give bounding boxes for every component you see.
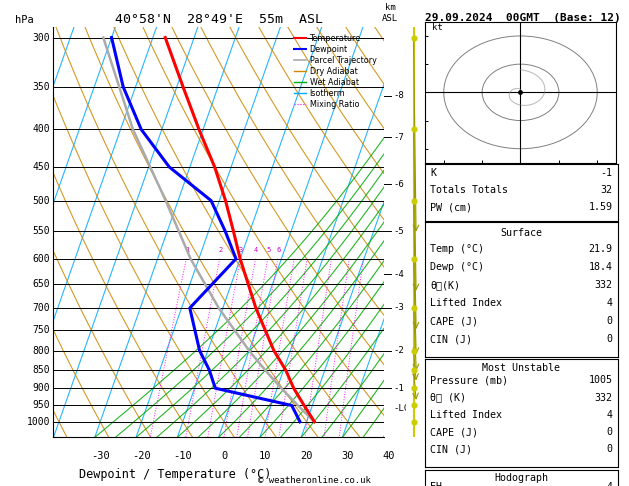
Text: -6: -6 [394,180,404,189]
Text: EH: EH [430,482,442,486]
Text: 300: 300 [33,33,50,43]
Text: 5: 5 [266,247,270,253]
Text: 1.59: 1.59 [589,202,613,212]
Text: 1: 1 [185,247,189,253]
Text: 800: 800 [33,346,50,356]
Text: -2: -2 [394,346,404,355]
Text: 700: 700 [33,303,50,313]
Text: 350: 350 [33,82,50,92]
Text: Pressure (mb): Pressure (mb) [430,375,508,385]
Text: Lifted Index: Lifted Index [430,410,503,420]
Text: Dewp (°C): Dewp (°C) [430,262,484,272]
Text: 950: 950 [33,400,50,411]
Text: Hodograph: Hodograph [494,473,548,484]
Text: -3: -3 [394,303,404,312]
Text: θᴇ(K): θᴇ(K) [430,280,460,290]
Text: 400: 400 [33,124,50,134]
Text: 550: 550 [33,226,50,236]
Text: CIN (J): CIN (J) [430,444,472,454]
Text: 1005: 1005 [589,375,613,385]
Text: 4: 4 [606,298,613,308]
Text: 500: 500 [33,195,50,206]
Text: 21.9: 21.9 [589,244,613,254]
Text: -1: -1 [601,168,613,178]
Text: 600: 600 [33,254,50,264]
Text: CIN (J): CIN (J) [430,334,472,344]
Text: PW (cm): PW (cm) [430,202,472,212]
Text: 0: 0 [606,427,613,437]
Text: 30: 30 [342,451,354,461]
Text: 2: 2 [218,247,222,253]
Text: km
ASL: km ASL [382,3,398,23]
Text: 332: 332 [594,280,613,290]
Text: 900: 900 [33,383,50,393]
Text: 4: 4 [606,482,613,486]
Text: 18.4: 18.4 [589,262,613,272]
Text: 850: 850 [33,365,50,375]
Text: © weatheronline.co.uk: © weatheronline.co.uk [258,475,371,485]
Text: Dewpoint / Temperature (°C): Dewpoint / Temperature (°C) [79,468,272,481]
Text: 29.09.2024  00GMT  (Base: 12): 29.09.2024 00GMT (Base: 12) [425,13,620,23]
Text: -4: -4 [394,270,404,279]
Text: 40: 40 [383,451,396,461]
Text: -LCL: -LCL [394,404,415,413]
Text: Temp (°C): Temp (°C) [430,244,484,254]
Text: 0: 0 [606,444,613,454]
Text: 0: 0 [606,334,613,344]
Text: 32: 32 [601,185,613,195]
Text: 10: 10 [259,451,272,461]
Text: θᴇ (K): θᴇ (K) [430,393,466,402]
Text: 3: 3 [239,247,243,253]
Text: K: K [430,168,437,178]
Text: 4: 4 [606,410,613,420]
Text: -8: -8 [394,91,404,100]
Text: 0: 0 [606,316,613,326]
Text: 4: 4 [254,247,258,253]
Text: 750: 750 [33,325,50,335]
Text: 650: 650 [33,279,50,289]
Text: Totals Totals: Totals Totals [430,185,508,195]
Text: -5: -5 [394,226,404,236]
Text: 20: 20 [301,451,313,461]
Text: kt: kt [432,23,443,33]
Text: -30: -30 [91,451,109,461]
Text: Surface: Surface [501,227,542,238]
Text: -1: -1 [394,384,404,393]
Text: Lifted Index: Lifted Index [430,298,503,308]
Text: Mixing Ratio (g/kg): Mixing Ratio (g/kg) [410,181,419,283]
Text: CAPE (J): CAPE (J) [430,316,479,326]
Text: 0: 0 [221,451,227,461]
Text: 1000: 1000 [26,417,50,427]
Text: 332: 332 [594,393,613,402]
Text: CAPE (J): CAPE (J) [430,427,479,437]
Legend: Temperature, Dewpoint, Parcel Trajectory, Dry Adiabat, Wet Adiabat, Isotherm, Mi: Temperature, Dewpoint, Parcel Trajectory… [291,31,380,112]
Text: 6: 6 [276,247,281,253]
Text: -20: -20 [132,451,151,461]
Text: 450: 450 [33,162,50,172]
Text: Most Unstable: Most Unstable [482,363,560,373]
Text: -7: -7 [394,133,404,142]
Title: 40°58'N  28°49'E  55m  ASL: 40°58'N 28°49'E 55m ASL [114,13,323,26]
Text: -10: -10 [174,451,192,461]
Text: hPa: hPa [16,15,34,25]
